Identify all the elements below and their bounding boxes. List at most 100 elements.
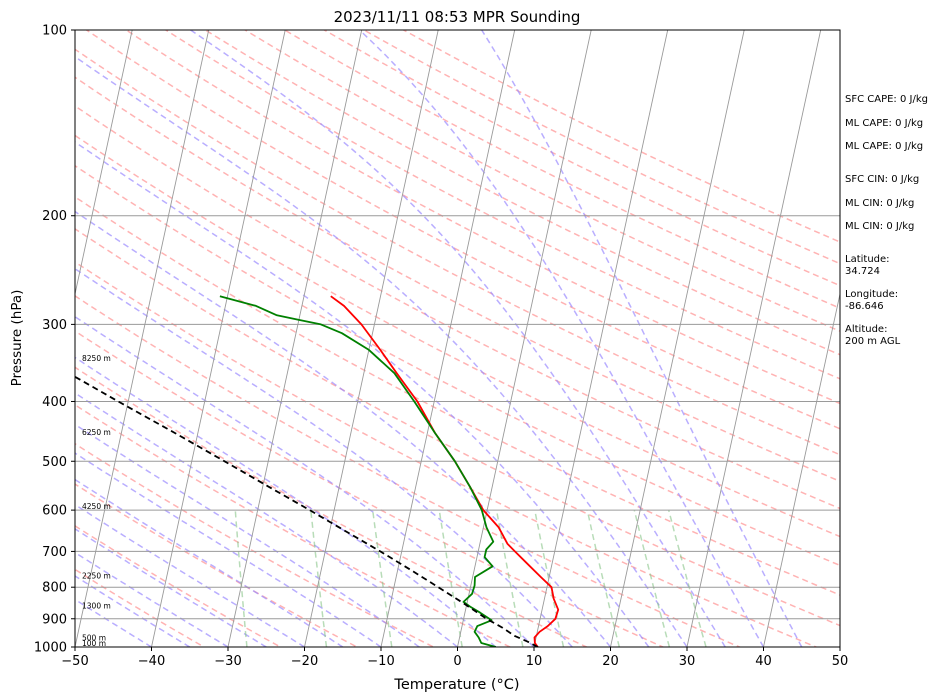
dry-adiabat: [75, 164, 840, 567]
mixing-ratio-line: [667, 509, 707, 647]
dry-adiabat: [75, 568, 206, 647]
x-axis-label: Temperature (°C): [393, 677, 519, 693]
mixing-ratio-line: [371, 510, 393, 647]
height-label: 100 m: [82, 639, 106, 648]
stats-panel: SFC CAPE: 0 J/kg ML CAPE: 0 J/kg ML CAPE…: [845, 94, 928, 347]
dry-adiabat: [243, 30, 840, 332]
isotherm: [763, 291, 840, 647]
y-tick-label: 800: [42, 581, 67, 596]
dry-adiabat: [124, 30, 840, 405]
y-axis-label: Pressure (hPa): [9, 290, 25, 387]
dry-adiabat: [204, 30, 840, 356]
dry-adiabat: [75, 330, 665, 647]
moist-adiabat: [75, 141, 650, 647]
altitude-value: 200 m AGL: [845, 336, 901, 347]
background-lines: [75, 30, 840, 647]
mixing-ratio-line: [234, 510, 248, 647]
isotherm: [533, 30, 669, 647]
x-tick-label: −30: [214, 654, 241, 669]
moist-adiabat: [75, 527, 267, 647]
height-label: 8250 m: [82, 354, 111, 363]
y-tick-label: 900: [42, 612, 67, 627]
dry-adiabat: [402, 30, 840, 243]
y-tick-label: 700: [42, 545, 67, 560]
moist-adiabat: [75, 392, 458, 647]
sfc-cin-text: SFC CIN: 0 J/kg: [845, 174, 919, 185]
dry-adiabat: [75, 227, 840, 627]
dry-adiabat: [75, 294, 742, 647]
isotherm: [75, 30, 210, 647]
x-tick-label: −20: [291, 654, 318, 669]
dry-adiabat: [75, 366, 589, 647]
mixing-ratio-line: [633, 509, 671, 647]
sounding-lines: [75, 295, 560, 647]
y-tick-label: 300: [42, 318, 67, 333]
dry-adiabat: [75, 195, 840, 596]
moist-adiabat: [75, 423, 420, 647]
x-tick-label: −40: [138, 654, 165, 669]
moist-adiabat: [75, 598, 152, 647]
moist-adiabat: [481, 30, 803, 647]
isotherm: [686, 30, 822, 647]
height-label: 4250 m: [82, 502, 111, 511]
y-tick-label: 100: [42, 24, 67, 39]
isotherm: [227, 30, 363, 647]
x-tick-label: 50: [832, 654, 849, 669]
ml-cape-text: ML CAPE: 0 J/kg: [845, 118, 923, 129]
moist-adiabat: [75, 503, 305, 647]
x-tick-label: 20: [602, 654, 619, 669]
isotherm: [610, 30, 745, 647]
ml-cin-text-2: ML CIN: 0 J/kg: [845, 221, 914, 232]
latitude-label: Latitude:: [845, 254, 890, 265]
moist-adiabat: [359, 30, 765, 647]
longitude-label: Longitude:: [845, 289, 898, 300]
x-tick-label: −10: [367, 654, 394, 669]
y-tick-label: 400: [42, 395, 67, 410]
dry-adiabat: [164, 30, 840, 380]
mixing-ratio-line: [310, 510, 328, 647]
ml-cin-text: ML CIN: 0 J/kg: [845, 198, 914, 209]
moist-adiabat: [75, 267, 573, 647]
y-axis: 100 200 300 400 500 600 700 800 900 1000: [34, 24, 75, 656]
x-tick-label: −50: [61, 654, 88, 669]
x-tick-label: 30: [679, 654, 696, 669]
dry-adiabat: [85, 30, 840, 430]
dry-adiabat: [75, 48, 840, 456]
height-label: 1300 m: [82, 601, 111, 610]
y-tick-label: 200: [42, 209, 67, 224]
y-tick-label: 600: [42, 504, 67, 519]
mixing-ratio-line: [586, 509, 621, 647]
isotherm: [151, 30, 286, 647]
temperature-profile: [330, 295, 560, 647]
latitude-value: 34.724: [845, 266, 880, 277]
plot-frame: [74, 29, 841, 648]
y-tick-label: 1000: [34, 641, 67, 656]
dewpoint-profile: [219, 295, 497, 647]
isotherm: [75, 30, 133, 297]
height-label: 6250 m: [82, 428, 111, 437]
dry-adiabat: [75, 261, 818, 647]
altitude-label: Altitude:: [845, 324, 887, 335]
moist-adiabat: [75, 356, 497, 647]
isotherm: [457, 30, 592, 647]
moist-adiabat: [75, 315, 535, 647]
sfc-cape-text: SFC CAPE: 0 J/kg: [845, 94, 928, 105]
x-tick-label: 0: [453, 654, 461, 669]
longitude-value: -86.646: [845, 301, 884, 312]
x-tick-label: 10: [526, 654, 543, 669]
moist-adiabat: [75, 551, 229, 647]
x-tick-label: 40: [755, 654, 772, 669]
mixing-ratio-line: [438, 509, 463, 647]
moist-adiabat: [75, 575, 191, 647]
dry-adiabat: [75, 76, 840, 483]
moist-adiabat: [75, 478, 344, 647]
height-label: 2250 m: [82, 572, 111, 581]
mixing-ratio-line: [495, 509, 524, 647]
mixing-ratio-line: [534, 509, 565, 647]
ml-cape-text-2: ML CAPE: 0 J/kg: [845, 141, 923, 152]
y-tick-label: 500: [42, 455, 67, 470]
isotherm: [380, 30, 516, 647]
height-label: 500 m: [82, 634, 106, 643]
